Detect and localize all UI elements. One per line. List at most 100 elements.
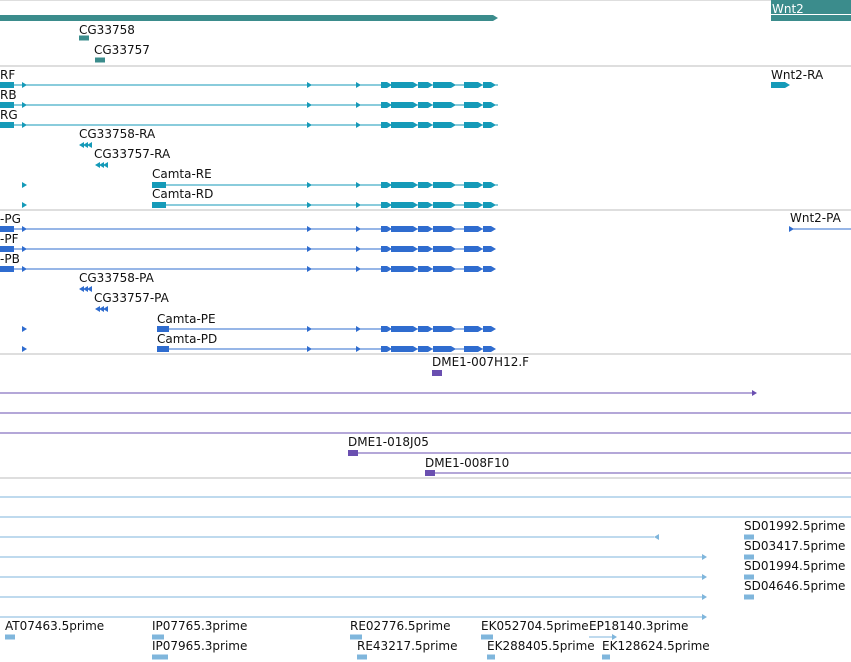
label-re02776[interactable]: RE02776.5prime xyxy=(350,619,451,633)
exon-box xyxy=(391,82,413,88)
exon-box xyxy=(381,326,387,332)
exon-box xyxy=(381,102,387,108)
label-wnt2-pa[interactable]: Wnt2-PA xyxy=(790,211,841,225)
label-cg33758-pa[interactable]: CG33758-PA xyxy=(79,271,154,285)
label-pb[interactable]: -PB xyxy=(0,252,20,266)
exon-box xyxy=(464,122,478,128)
strand-arrow xyxy=(79,142,84,148)
label-pg[interactable]: -PG xyxy=(0,212,21,226)
exon-box xyxy=(0,122,14,128)
label-dme1-018j05[interactable]: DME1-018J05 xyxy=(348,435,429,449)
strand-arrow xyxy=(83,286,88,292)
label-rg[interactable]: RG xyxy=(0,108,18,122)
exon-box xyxy=(418,102,428,108)
strand-arrow xyxy=(451,246,456,252)
strand-arrow xyxy=(478,102,483,108)
est-exon xyxy=(602,654,610,660)
label-at07463[interactable]: AT07463.5prime xyxy=(5,619,105,633)
exon-box xyxy=(464,346,478,352)
strand-arrow xyxy=(491,202,496,208)
exon-box xyxy=(464,82,478,88)
label-ek052704[interactable]: EK052704.5prime xyxy=(481,619,589,633)
label-camta-pe[interactable]: Camta-PE xyxy=(157,312,216,326)
label-cg33758[interactable]: CG33758 xyxy=(79,23,135,37)
label-camta-pd[interactable]: Camta-PD xyxy=(157,332,218,346)
strand-arrow xyxy=(307,326,312,332)
strand-arrow xyxy=(702,574,707,580)
strand-arrow xyxy=(478,266,483,272)
strand-arrow xyxy=(451,226,456,232)
strand-arrow xyxy=(413,182,418,188)
strand-arrow xyxy=(307,202,312,208)
label-wnt2-ra[interactable]: Wnt2-RA xyxy=(771,68,824,82)
strand-arrow xyxy=(87,286,92,292)
strand-arrow xyxy=(451,346,456,352)
strand-arrow xyxy=(428,122,433,128)
label-sd04646[interactable]: SD04646.5prime xyxy=(744,579,846,593)
strand-arrow xyxy=(387,122,392,128)
label-ip07765[interactable]: IP07765.3prime xyxy=(152,619,248,633)
exon-box xyxy=(483,326,491,332)
label-wnt2[interactable]: Wnt2 xyxy=(772,2,804,16)
clone-007h12 xyxy=(432,370,442,376)
exon-box xyxy=(418,182,428,188)
strand-arrow xyxy=(478,202,483,208)
exon-box xyxy=(391,266,413,272)
exon-box xyxy=(433,346,451,352)
exon-box xyxy=(483,102,491,108)
strand-arrow xyxy=(702,554,707,560)
est-exon xyxy=(481,634,493,640)
strand-arrow xyxy=(491,102,496,108)
strand-arrow xyxy=(22,82,27,88)
label-ep18140[interactable]: EP18140.3prime xyxy=(589,619,689,633)
exon-box xyxy=(433,102,451,108)
est-exon xyxy=(152,634,164,640)
label-camta-re[interactable]: Camta-RE xyxy=(152,167,212,181)
strand-arrow xyxy=(22,326,27,332)
exon-box xyxy=(391,182,413,188)
strand-arrow xyxy=(428,82,433,88)
strand-arrow xyxy=(307,266,312,272)
est-exon xyxy=(744,534,754,540)
strand-arrow xyxy=(356,82,361,88)
strand-arrow xyxy=(387,82,392,88)
label-sd01992[interactable]: SD01992.5prime xyxy=(744,519,846,533)
strand-arrow xyxy=(478,326,483,332)
label-cg33758-ra[interactable]: CG33758-RA xyxy=(79,127,156,141)
label-sd01994[interactable]: SD01994.5prime xyxy=(744,559,846,573)
label-re43217[interactable]: RE43217.5prime xyxy=(357,639,458,653)
strand-arrow xyxy=(428,202,433,208)
strand-arrow xyxy=(103,306,108,312)
strand-arrow xyxy=(95,162,100,168)
strand-arrow xyxy=(387,266,392,272)
est-exon xyxy=(152,654,168,660)
strand-arrow xyxy=(478,122,483,128)
exon-box xyxy=(418,326,428,332)
strand-arrow xyxy=(22,226,27,232)
label-camta-rd[interactable]: Camta-RD xyxy=(152,187,214,201)
exon-box xyxy=(418,266,428,272)
label-pf[interactable]: -PF xyxy=(0,232,19,246)
label-ek128624[interactable]: EK128624.5prime xyxy=(602,639,710,653)
strand-arrow xyxy=(413,346,418,352)
label-ek288405[interactable]: EK288405.5prime xyxy=(487,639,595,653)
label-cg33757-pa[interactable]: CG33757-PA xyxy=(94,291,169,305)
gene-bar-camta xyxy=(0,15,493,21)
est-exon xyxy=(350,634,362,640)
label-sd03417[interactable]: SD03417.5prime xyxy=(744,539,846,553)
label-cg33757[interactable]: CG33757 xyxy=(94,43,150,57)
est-exon xyxy=(487,654,495,660)
est-exon xyxy=(357,654,367,660)
exon-box xyxy=(464,102,478,108)
strand-arrow xyxy=(103,162,108,168)
exon-box xyxy=(433,82,451,88)
label-ip07965[interactable]: IP07965.3prime xyxy=(152,639,248,653)
exon-box xyxy=(464,266,478,272)
label-dme1-008f10[interactable]: DME1-008F10 xyxy=(425,456,510,470)
label-dme1-007h12[interactable]: DME1-007H12.F xyxy=(432,355,530,369)
strand-arrow xyxy=(413,202,418,208)
label-rb[interactable]: RB xyxy=(0,88,17,102)
strand-arrow xyxy=(413,326,418,332)
label-rf[interactable]: RF xyxy=(0,68,16,82)
label-cg33757-ra[interactable]: CG33757-RA xyxy=(94,147,171,161)
